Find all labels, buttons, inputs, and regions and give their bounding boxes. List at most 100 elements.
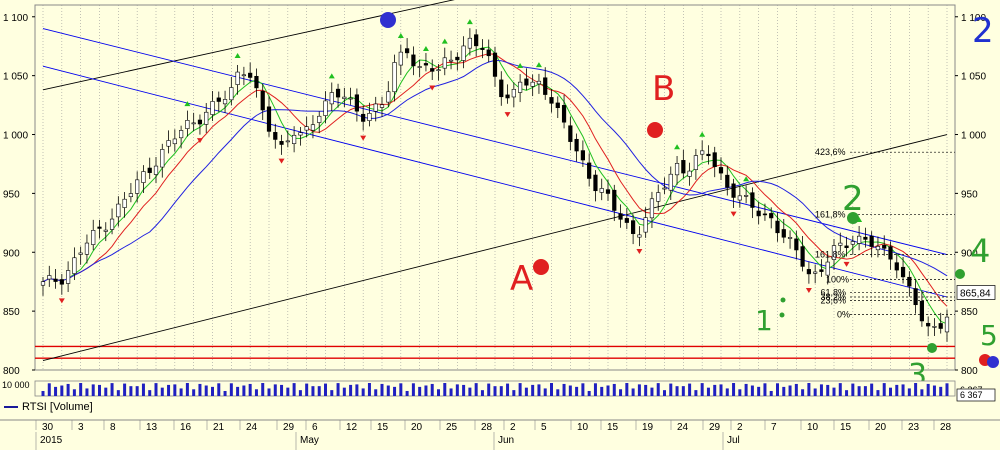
volume-legend-label: RTSI [Volume] — [22, 401, 93, 413]
volume-bar — [763, 383, 767, 396]
candle-body — [750, 192, 755, 208]
candle-body — [536, 80, 542, 85]
candle-body — [794, 238, 799, 251]
candle-body — [172, 138, 177, 145]
volume-bar — [91, 384, 95, 396]
candle-body — [273, 132, 278, 140]
volume-bar — [776, 383, 779, 396]
candle-body — [913, 288, 918, 306]
candle-body — [317, 115, 322, 123]
volume-bar — [606, 385, 610, 396]
candle-body — [185, 120, 190, 130]
candle-body — [706, 153, 711, 157]
candle-body — [681, 160, 686, 174]
x-tick-label: 20 — [411, 422, 423, 433]
candle-body — [580, 150, 585, 161]
candle-body — [436, 69, 441, 72]
fractal-up-marker — [397, 32, 404, 38]
fractal-up-marker — [422, 46, 429, 52]
candle-body — [593, 174, 598, 192]
volume-bar — [782, 386, 786, 396]
candle-body — [442, 57, 447, 69]
volume-bar — [104, 387, 108, 396]
candle-body — [47, 275, 52, 280]
candle-body — [844, 245, 849, 249]
x-tick-label: 24 — [677, 422, 689, 433]
x-tick-label: 10 — [807, 422, 819, 433]
candle-body — [618, 213, 623, 220]
candle-body — [141, 171, 146, 183]
x-tick-label: 15 — [840, 422, 852, 433]
volume-bar — [123, 383, 127, 396]
candle-body — [229, 87, 234, 101]
candle-body — [637, 234, 642, 238]
candle-body — [769, 213, 774, 219]
candle-body — [813, 271, 818, 274]
volume-bar — [744, 383, 748, 396]
volume-bar — [732, 383, 736, 396]
fib-level-label: 161,8% — [815, 250, 846, 260]
volume-bar — [631, 388, 635, 396]
x-tick-label: 20 — [875, 422, 887, 433]
annotation-label: 4 — [970, 232, 990, 270]
candle-body — [248, 72, 253, 78]
volume-bar — [593, 383, 597, 396]
candle-body — [524, 78, 529, 86]
volume-bar — [129, 386, 133, 396]
volume-bar — [47, 383, 51, 396]
y-tick-label-right: 900 — [961, 248, 978, 259]
candle-body — [448, 59, 454, 62]
annotation-dot — [380, 12, 396, 28]
volume-bar — [568, 385, 572, 396]
candle-body — [128, 193, 133, 198]
volume-bar — [468, 387, 472, 396]
candle-body — [643, 217, 648, 233]
candle-body — [919, 300, 924, 322]
volume-bar — [857, 386, 861, 396]
last-price-label: 865,84 — [960, 288, 991, 299]
y-tick-label-left: 1 100 — [3, 13, 28, 24]
volume-bar — [788, 385, 792, 396]
candle-body — [561, 105, 567, 123]
volume-bar — [141, 383, 145, 396]
fractal-up-marker — [466, 19, 473, 25]
candle-body — [222, 99, 228, 105]
volume-bar — [411, 383, 415, 396]
volume-bar — [424, 385, 428, 396]
candle-body — [285, 140, 290, 143]
volume-legend-swatch — [4, 406, 18, 408]
x-month-label: 2015 — [40, 435, 63, 446]
volume-bar — [474, 383, 478, 396]
candle-body — [693, 155, 698, 170]
candle-body — [863, 236, 868, 240]
candle-body — [103, 229, 108, 232]
candle-body — [775, 220, 780, 234]
candle-body — [310, 124, 316, 131]
fractal-down-marker — [730, 211, 737, 217]
y-tick-label-right: 950 — [961, 189, 978, 200]
candle-body — [97, 226, 102, 229]
volume-bar — [669, 383, 673, 396]
candle-body — [210, 101, 215, 115]
volume-bar — [342, 387, 346, 396]
candle-body — [631, 220, 636, 234]
volume-bar — [336, 383, 340, 396]
candle-body — [373, 103, 378, 112]
fractal-down-marker — [429, 85, 436, 91]
fractal-up-marker — [234, 52, 241, 58]
candle-body — [191, 122, 196, 125]
volume-bar — [556, 389, 560, 396]
candle-body — [712, 152, 717, 167]
candle-body — [59, 279, 64, 285]
candle-body — [335, 88, 341, 98]
last-price-box — [956, 285, 996, 300]
candle-body — [907, 276, 912, 287]
x-tick-label: 2 — [737, 422, 743, 433]
x-tick-label: 10 — [577, 422, 589, 433]
volume-bar — [66, 383, 70, 396]
volume-bar — [807, 383, 811, 396]
candle-body — [756, 210, 761, 217]
x-month-label: Jun — [498, 435, 514, 446]
volume-bar — [223, 390, 227, 396]
volume-bar — [367, 383, 371, 396]
